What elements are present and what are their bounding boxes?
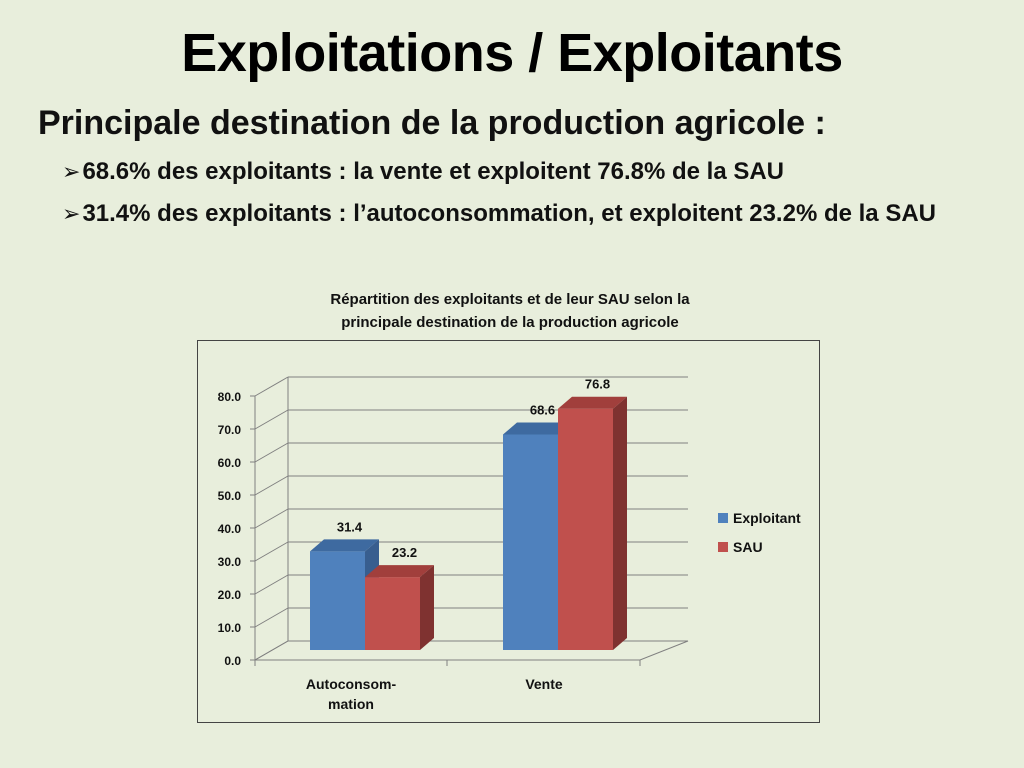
arrow-bullet-icon: ➢ bbox=[62, 201, 81, 226]
bullet-text: 68.6% des exploitants : la vente et expl… bbox=[82, 158, 785, 185]
bullet-item-self-consumption: ➢31.4% des exploitants : l’autoconsommat… bbox=[62, 200, 936, 228]
bar-sau-front bbox=[365, 577, 420, 650]
side-wall-gridline bbox=[254, 409, 289, 430]
side-wall-gridline bbox=[254, 574, 289, 595]
legend-swatch-sau bbox=[718, 542, 728, 552]
chart-title-line-1: Répartition des exploitants et de leur S… bbox=[330, 291, 690, 308]
y-tick-label: 30.0 bbox=[218, 555, 242, 569]
data-label: 68.6 bbox=[530, 402, 555, 417]
data-label: 76.8 bbox=[585, 377, 610, 392]
y-tick-label: 50.0 bbox=[218, 489, 242, 503]
y-tick-label: 10.0 bbox=[218, 621, 242, 635]
bar-exploitant-front bbox=[310, 551, 365, 650]
slide-subtitle: Principale destination de la production … bbox=[38, 104, 826, 142]
arrow-bullet-icon: ➢ bbox=[62, 159, 81, 184]
chart-title: Répartition des exploitants et de leur S… bbox=[200, 288, 820, 334]
data-label: 23.2 bbox=[392, 545, 417, 560]
data-label: 31.4 bbox=[337, 519, 363, 534]
side-wall-gridline bbox=[254, 508, 289, 529]
bar-sau-top bbox=[365, 565, 434, 578]
side-wall-gridline bbox=[254, 376, 289, 397]
legend-label-exploitant: Exploitant bbox=[733, 510, 801, 526]
bar-sau-top bbox=[558, 396, 627, 409]
bar-exploitant-top bbox=[310, 539, 379, 552]
side-wall-gridline bbox=[254, 541, 289, 562]
bullet-item-sale: ➢68.6% des exploitants : la vente et exp… bbox=[62, 158, 784, 186]
side-wall-gridline bbox=[254, 607, 289, 628]
y-tick-label: 20.0 bbox=[218, 588, 242, 602]
side-wall-gridline bbox=[254, 475, 289, 496]
chart-floor bbox=[253, 640, 689, 661]
bar-exploitant-front bbox=[503, 434, 558, 650]
y-tick-label: 0.0 bbox=[224, 654, 241, 668]
legend-swatch-exploitant bbox=[718, 513, 728, 523]
y-tick-label: 80.0 bbox=[218, 390, 242, 404]
bar-sau-front bbox=[558, 408, 613, 650]
y-tick-label: 40.0 bbox=[218, 522, 242, 536]
bar-sau-side bbox=[420, 565, 434, 650]
bullet-text: 31.4% des exploitants : l’autoconsommati… bbox=[82, 200, 936, 227]
x-category-label-line2: mation bbox=[328, 696, 374, 712]
x-category-label: Vente bbox=[525, 676, 563, 692]
chart-title-line-2: principale destination de la production … bbox=[341, 314, 679, 331]
slide-title: Exploitations / Exploitants bbox=[181, 23, 843, 83]
bar-exploitant-top bbox=[503, 422, 572, 435]
bar-sau-side bbox=[613, 396, 627, 650]
y-tick-label: 70.0 bbox=[218, 423, 242, 437]
x-category-label: Autoconsom- bbox=[306, 676, 397, 692]
side-wall-gridline bbox=[254, 442, 289, 463]
legend-label-sau: SAU bbox=[733, 539, 763, 555]
y-tick-label: 60.0 bbox=[218, 456, 242, 470]
